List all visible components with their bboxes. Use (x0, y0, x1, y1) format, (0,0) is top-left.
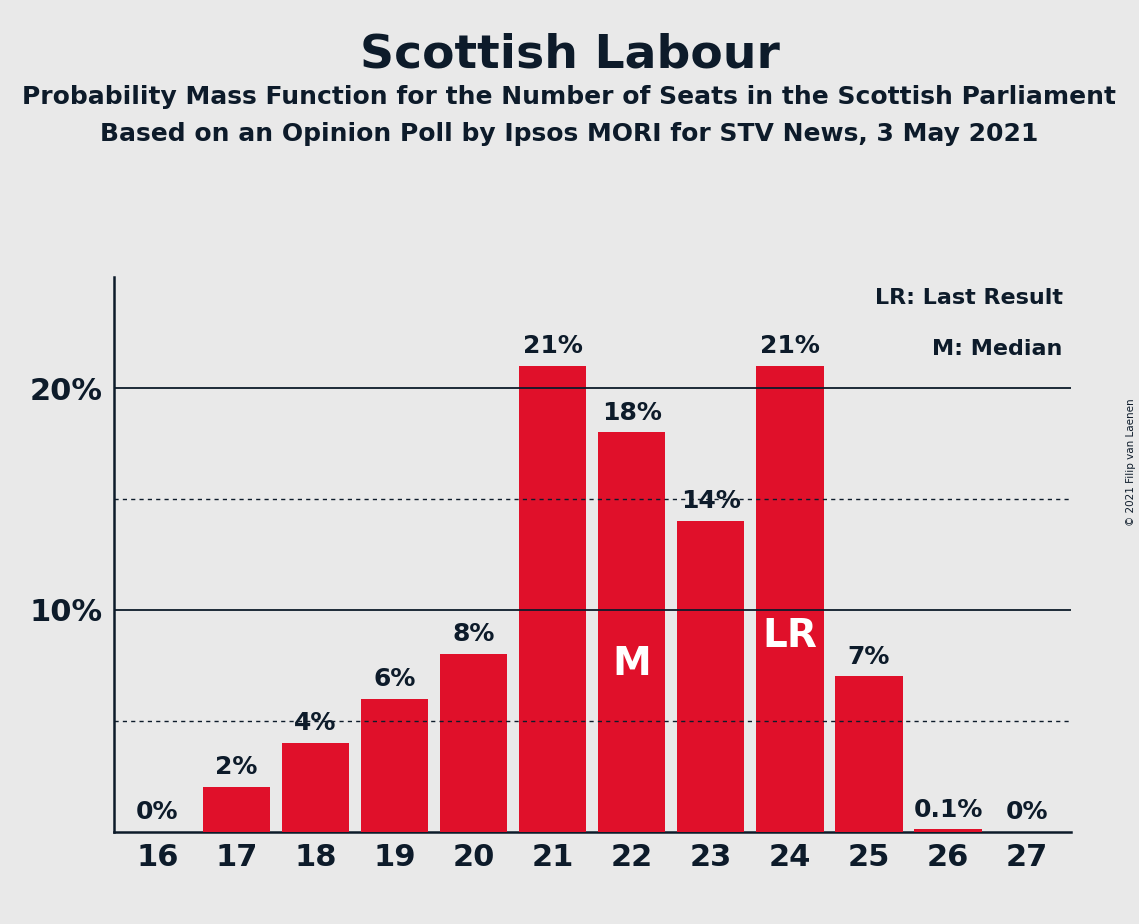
Bar (361, 699, 428, 832)
Text: 0%: 0% (137, 800, 179, 824)
Bar (678, 521, 745, 832)
Bar (598, 432, 665, 832)
Text: M: Median: M: Median (933, 339, 1063, 359)
Text: Probability Mass Function for the Number of Seats in the Scottish Parliament: Probability Mass Function for the Number… (23, 85, 1116, 109)
Bar (519, 366, 587, 832)
Text: 18%: 18% (601, 401, 662, 425)
Text: 0%: 0% (1006, 800, 1048, 824)
Text: 14%: 14% (681, 490, 740, 514)
Bar (282, 743, 350, 832)
Text: 6%: 6% (374, 667, 416, 691)
Bar (756, 366, 823, 832)
Bar (440, 654, 507, 832)
Bar (203, 787, 270, 832)
Text: 21%: 21% (760, 334, 820, 359)
Bar (835, 676, 902, 832)
Text: 21%: 21% (523, 334, 583, 359)
Text: LR: Last Result: LR: Last Result (875, 288, 1063, 309)
Text: 4%: 4% (294, 711, 337, 736)
Text: Scottish Labour: Scottish Labour (360, 32, 779, 78)
Text: © 2021 Filip van Laenen: © 2021 Filip van Laenen (1126, 398, 1136, 526)
Text: 8%: 8% (452, 623, 494, 647)
Text: Based on an Opinion Poll by Ipsos MORI for STV News, 3 May 2021: Based on an Opinion Poll by Ipsos MORI f… (100, 122, 1039, 146)
Bar (915, 830, 982, 832)
Text: LR: LR (762, 617, 818, 655)
Text: 2%: 2% (215, 756, 257, 780)
Text: 0.1%: 0.1% (913, 797, 983, 821)
Text: 7%: 7% (847, 645, 891, 669)
Text: M: M (613, 645, 652, 683)
